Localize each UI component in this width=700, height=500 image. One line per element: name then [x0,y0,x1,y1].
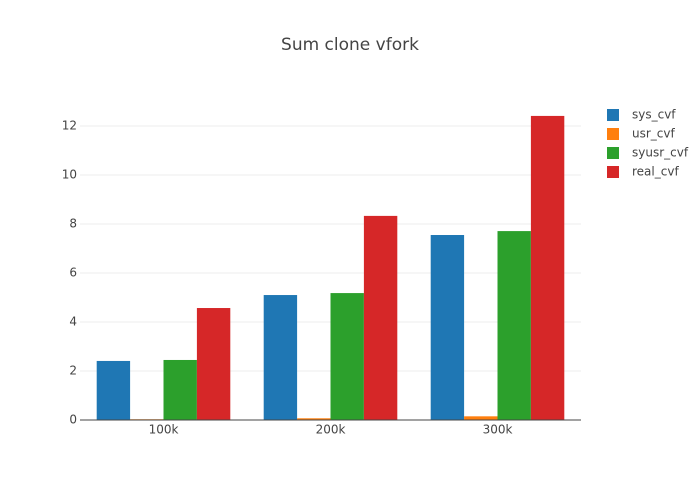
bar [464,416,498,420]
y-tick-label: 2 [69,363,77,377]
bar [163,359,197,420]
bar [530,115,565,421]
legend-swatch [607,128,619,140]
bar [363,215,398,420]
y-tick-label: 4 [69,314,77,328]
legend-label: syusr_cvf [632,146,689,160]
chart-title: Sum clone vfork [281,35,419,55]
x-tick-label: 300k [483,423,513,437]
legend-label: usr_cvf [632,127,675,141]
y-tick-label: 0 [69,413,77,427]
bar [430,235,465,420]
y-tick-label: 12 [62,118,77,132]
legend-swatch [607,166,619,178]
bar [330,293,364,420]
x-tick-label: 100k [149,423,179,437]
bar [196,308,231,420]
bar [497,231,531,420]
bar [263,295,298,420]
y-tick-label: 10 [62,167,77,181]
legend-label: real_cvf [632,165,679,179]
legend-label: sys_cvf [632,108,676,122]
x-tick-label: 200k [316,423,346,437]
bar [96,360,131,420]
legend-swatch [607,147,619,159]
bar [297,418,331,420]
y-tick-label: 6 [69,265,77,279]
legend-swatch [607,109,619,121]
y-tick-label: 8 [69,216,77,230]
